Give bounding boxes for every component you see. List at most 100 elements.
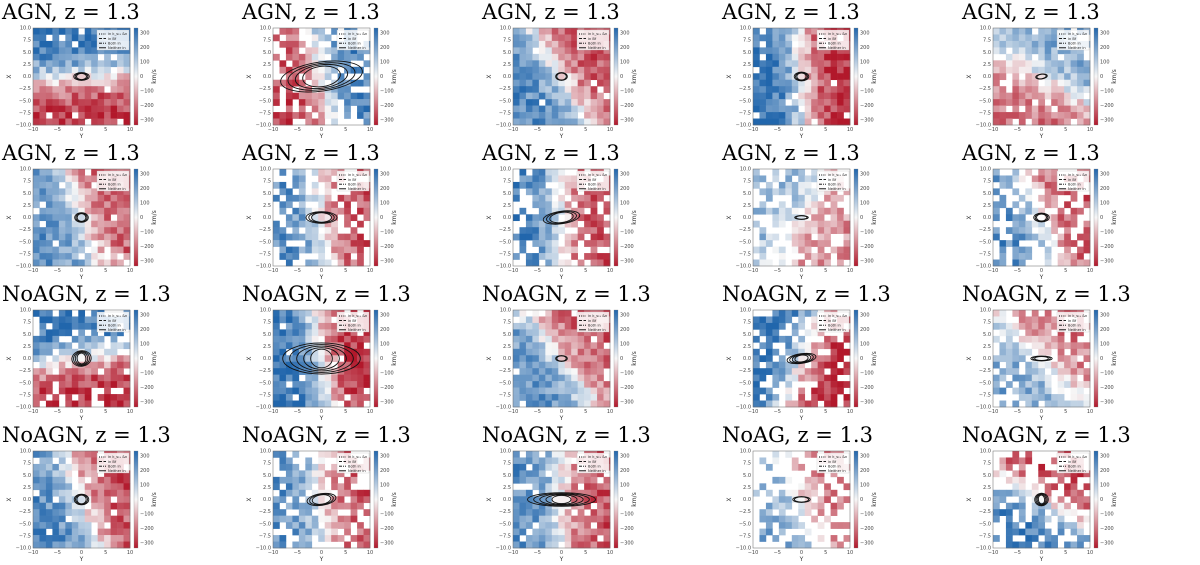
velocity-pixel [110, 368, 118, 375]
velocity-pixel [532, 34, 540, 42]
colorbar-tick-label: 100 [620, 201, 630, 207]
legend-label: in Bf [108, 178, 117, 182]
velocity-pixel [33, 28, 40, 35]
velocity-pixel [298, 112, 306, 119]
velocity-pixel [603, 394, 611, 401]
legend-label: Both in [828, 323, 841, 327]
velocity-pixel [311, 342, 319, 350]
y-tick-label: 10.0 [20, 449, 31, 455]
velocity-pixel [110, 522, 118, 529]
velocity-pixel [571, 381, 578, 388]
velocity-pixel [1077, 394, 1084, 401]
velocity-pixel [577, 73, 585, 81]
velocity-pixel [564, 329, 572, 337]
velocity-pixel [597, 496, 604, 504]
velocity-pixel [324, 470, 332, 478]
velocity-pixel [39, 483, 47, 491]
velocity-pixel [39, 240, 47, 247]
velocity-pixel [1025, 394, 1033, 401]
map-frame [272, 27, 371, 126]
velocity-pixel [532, 28, 540, 35]
velocity-pixel [999, 329, 1007, 337]
velocity-pixel [33, 528, 40, 536]
velocity-pixel [357, 361, 364, 369]
velocity-pixel [1070, 214, 1078, 222]
velocity-pixel [298, 322, 306, 330]
velocity-pixel [305, 28, 313, 35]
y-tick-label: 5.0 [983, 50, 991, 56]
colorbar-tick-label: 200 [860, 327, 870, 333]
velocity-pixel [65, 535, 73, 542]
velocity-pixel [84, 451, 92, 458]
velocity-pixel [824, 79, 831, 87]
x-tick-label: 10 [847, 268, 853, 274]
ellipse-contour [73, 351, 90, 366]
velocity-pixel [590, 381, 598, 388]
velocity-pixel [65, 381, 73, 388]
velocity-pixel [292, 335, 300, 343]
velocity-pixel [1012, 259, 1020, 267]
velocity-pixel [1051, 28, 1058, 35]
velocity-pixel [811, 201, 818, 209]
velocity-pixel [753, 92, 760, 100]
velocity-pixel [279, 181, 287, 189]
velocity-pixel [1044, 227, 1052, 234]
velocity-pixel [298, 528, 306, 536]
velocity-pixel [318, 394, 326, 401]
velocity-pixel [273, 535, 280, 542]
velocity-pixel [513, 118, 520, 126]
velocity-pixel [357, 394, 364, 401]
y-tick-label: 0.0 [23, 74, 31, 80]
velocity-pixel [584, 515, 591, 523]
x-tick-label: 5 [104, 409, 107, 415]
velocity-pixel [337, 515, 345, 523]
velocity-pixel [590, 509, 598, 516]
velocity-pixel [292, 310, 300, 317]
velocity-pixel [1077, 387, 1084, 395]
panel-title: NoAGN, z = 1.3 [722, 282, 891, 306]
velocity-pixel [279, 335, 287, 343]
velocity-pixel [577, 470, 585, 478]
velocity-pixel [811, 53, 818, 61]
velocity-pixel [344, 502, 351, 510]
velocity-pixel [597, 489, 604, 497]
velocity-pixel [91, 335, 98, 343]
velocity-pixel [285, 79, 293, 87]
velocity-pixel [843, 188, 851, 196]
velocity-pixel [331, 535, 338, 542]
velocity-pixel [603, 240, 611, 247]
velocity-pixel [110, 483, 118, 491]
velocity-map-panel: NoAG, z = 1.3 −10 −5 0 5 10 Y 10.0 7.5 5.0 2.5 0.0−… [720, 423, 960, 564]
ellipse-contour [533, 492, 590, 507]
velocity-pixel [65, 483, 73, 491]
velocity-pixel [558, 60, 566, 68]
velocity-pixel [337, 207, 345, 215]
velocity-pixel [298, 92, 306, 100]
velocity-pixel [1038, 86, 1046, 93]
velocity-pixel [52, 118, 60, 126]
velocity-pixel [791, 86, 799, 93]
velocity-pixel [363, 105, 371, 113]
velocity-pixel [603, 509, 611, 516]
velocity-pixel [532, 535, 540, 542]
velocity-pixel [52, 40, 60, 48]
legend-label: Neither in [348, 469, 366, 473]
velocity-pixel [759, 201, 767, 209]
velocity-pixel [551, 105, 559, 113]
velocity-pixel [97, 233, 105, 241]
velocity-pixel [324, 381, 332, 388]
velocity-pixel [1077, 99, 1084, 106]
velocity-pixel [778, 310, 786, 317]
velocity-pixel [350, 476, 358, 484]
velocity-pixel [78, 86, 86, 93]
velocity-pixel [564, 509, 572, 516]
velocity-pixel [84, 361, 92, 369]
velocity-pixel [117, 476, 124, 484]
velocity-pixel [513, 335, 520, 343]
velocity-pixel [78, 181, 86, 189]
velocity-pixel [1070, 387, 1078, 395]
velocity-pixel [993, 227, 1000, 234]
y-axis-label: X [6, 215, 13, 219]
velocity-pixel [817, 253, 825, 260]
velocity-pixel [817, 368, 825, 375]
